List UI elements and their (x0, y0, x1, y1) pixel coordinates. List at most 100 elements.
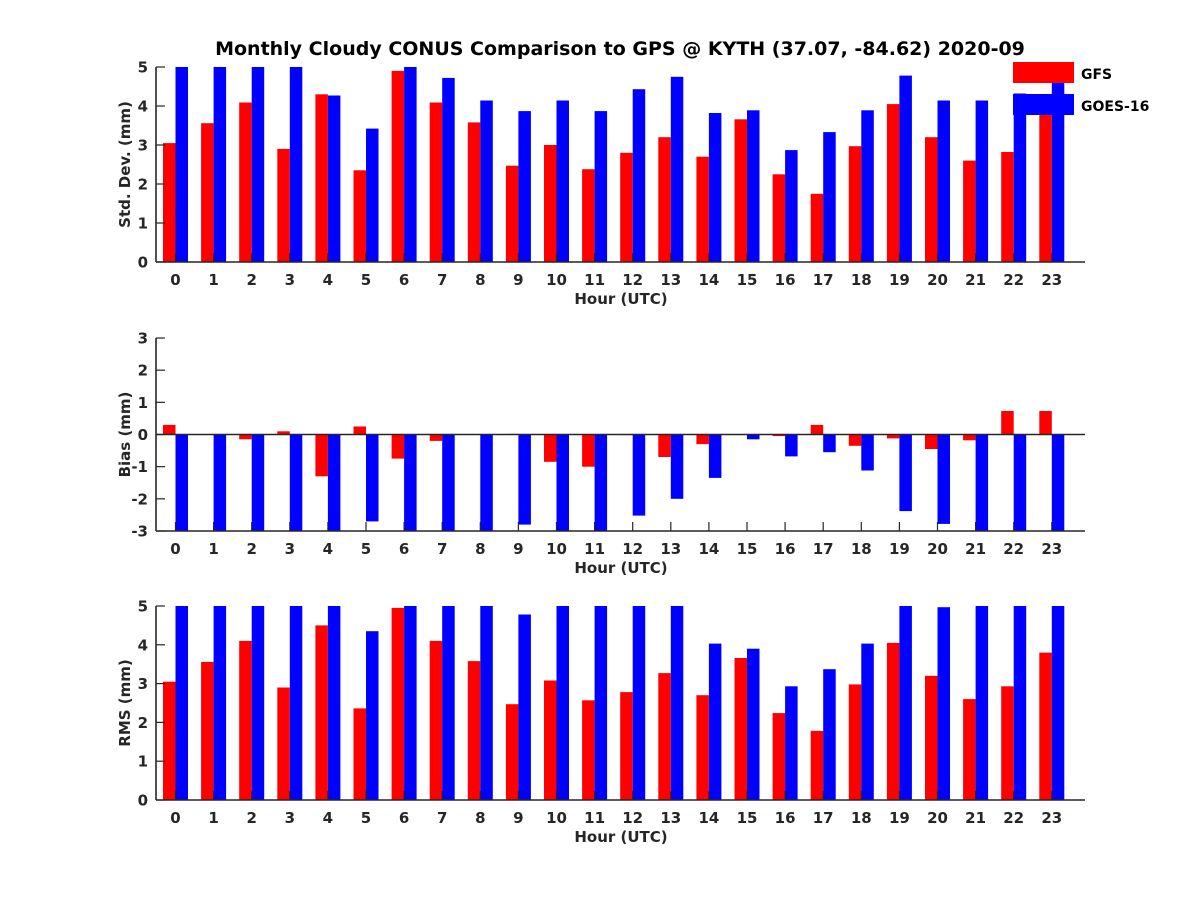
rms-bar-gfs-23 (1039, 653, 1052, 800)
bias-bar-gfs-5 (354, 427, 367, 435)
x-tick-label: 4 (323, 809, 333, 827)
rms-bar-goes16-4 (328, 606, 341, 800)
y-tick-label: 0 (138, 792, 148, 810)
x-tick-label: 23 (1041, 540, 1062, 558)
rms-bar-goes16-18 (861, 644, 874, 800)
std-dev-bar-goes16-12 (633, 89, 646, 262)
x-tick-label: 3 (285, 540, 295, 558)
x-tick-label: 18 (851, 271, 872, 289)
std-dev-bar-goes16-10 (557, 101, 570, 263)
bias-bar-gfs-6 (392, 435, 405, 459)
rms-bar-goes16-7 (442, 606, 455, 800)
rms-bar-goes16-21 (976, 606, 989, 800)
x-tick-label: 8 (475, 271, 485, 289)
x-tick-label: 7 (437, 540, 447, 558)
std-dev-bar-gfs-19 (887, 104, 900, 262)
bias-bar-goes16-2 (252, 435, 265, 532)
rms-bar-gfs-2 (239, 641, 252, 800)
y-tick-label: -2 (131, 490, 148, 508)
std-dev-bar-gfs-16 (773, 174, 786, 262)
bias-x-label: Hour (UTC) (574, 559, 667, 577)
rms-bar-gfs-5 (354, 708, 367, 800)
y-tick-label: 4 (138, 636, 148, 654)
x-tick-label: 20 (927, 271, 948, 289)
x-tick-label: 4 (323, 540, 333, 558)
bias-bar-goes16-1 (214, 435, 227, 532)
rms-bar-goes16-0 (176, 606, 189, 800)
x-tick-label: 21 (965, 540, 986, 558)
bias-bar-gfs-11 (582, 435, 595, 467)
std-dev-bar-gfs-2 (239, 103, 252, 263)
x-tick-label: 21 (965, 809, 986, 827)
rms-bar-gfs-9 (506, 704, 519, 800)
std-dev-bar-goes16-15 (747, 110, 760, 262)
std-dev-bar-goes16-19 (899, 76, 912, 262)
bias-bar-gfs-18 (849, 435, 862, 446)
rms-bar-gfs-18 (849, 684, 862, 800)
x-tick-label: 16 (775, 540, 796, 558)
std-dev-bar-gfs-1 (201, 123, 214, 262)
x-tick-label: 17 (813, 809, 834, 827)
x-tick-label: 6 (399, 271, 409, 289)
y-tick-label: 2 (138, 176, 148, 194)
x-tick-label: 11 (584, 809, 605, 827)
x-tick-label: 23 (1041, 809, 1062, 827)
x-tick-label: 13 (660, 271, 681, 289)
x-tick-label: 15 (737, 809, 758, 827)
bias-bar-goes16-4 (328, 435, 341, 532)
x-tick-label: 16 (775, 809, 796, 827)
x-tick-label: 14 (698, 271, 719, 289)
rms-bar-gfs-13 (658, 673, 671, 800)
bias-bar-goes16-23 (1052, 435, 1065, 532)
rms-bar-gfs-17 (811, 731, 824, 800)
x-tick-label: 12 (622, 540, 643, 558)
std-dev-bar-goes16-11 (595, 111, 608, 262)
x-tick-label: 20 (927, 809, 948, 827)
legend: GFS GOES-16 (1013, 62, 1149, 115)
rms-bar-goes16-2 (252, 606, 265, 800)
rms-bar-gfs-12 (620, 692, 633, 800)
y-tick-label: 5 (138, 598, 148, 616)
std-dev-bar-goes16-20 (938, 101, 951, 263)
x-tick-label: 8 (475, 540, 485, 558)
rms-bar-gfs-19 (887, 643, 900, 800)
rms-bar-goes16-13 (671, 606, 684, 800)
rms-bar-gfs-4 (315, 625, 328, 800)
x-tick-label: 2 (246, 271, 256, 289)
rms-bar-goes16-3 (290, 606, 303, 800)
rms-bar-gfs-15 (735, 658, 748, 800)
chart-title: Monthly Cloudy CONUS Comparison to GPS @… (215, 38, 1025, 60)
bias-bar-goes16-22 (1014, 435, 1026, 532)
bias-bar-goes16-18 (861, 435, 874, 471)
std-dev-bar-goes16-0 (176, 67, 189, 262)
std-dev-bar-goes16-13 (671, 77, 684, 262)
bias-bar-goes16-8 (480, 435, 493, 532)
y-tick-label: 4 (138, 98, 148, 116)
rms-bar-goes16-6 (404, 606, 417, 800)
std-dev-bar-gfs-14 (696, 157, 709, 262)
bias-bar-gfs-13 (658, 435, 671, 458)
x-tick-label: 9 (513, 809, 523, 827)
x-tick-label: 7 (437, 271, 447, 289)
x-tick-label: 9 (513, 271, 523, 289)
x-tick-label: 22 (1003, 271, 1024, 289)
std-dev-bar-gfs-6 (392, 71, 405, 262)
std-dev-bar-gfs-12 (620, 153, 633, 262)
bias-bar-gfs-20 (925, 435, 938, 450)
std-dev-bar-goes16-17 (823, 132, 836, 262)
x-tick-label: 0 (170, 540, 180, 558)
bias-bar-goes16-14 (709, 435, 722, 478)
x-tick-label: 0 (170, 271, 180, 289)
rms-bar-goes16-20 (938, 607, 951, 800)
x-tick-label: 2 (246, 540, 256, 558)
x-tick-label: 22 (1003, 540, 1024, 558)
x-tick-label: 8 (475, 809, 485, 827)
x-tick-label: 11 (584, 271, 605, 289)
rms-bar-goes16-19 (899, 606, 912, 800)
std-dev-bar-goes16-7 (442, 78, 455, 262)
x-tick-label: 19 (889, 540, 910, 558)
x-tick-label: 17 (813, 271, 834, 289)
bias-bar-gfs-14 (696, 435, 709, 445)
